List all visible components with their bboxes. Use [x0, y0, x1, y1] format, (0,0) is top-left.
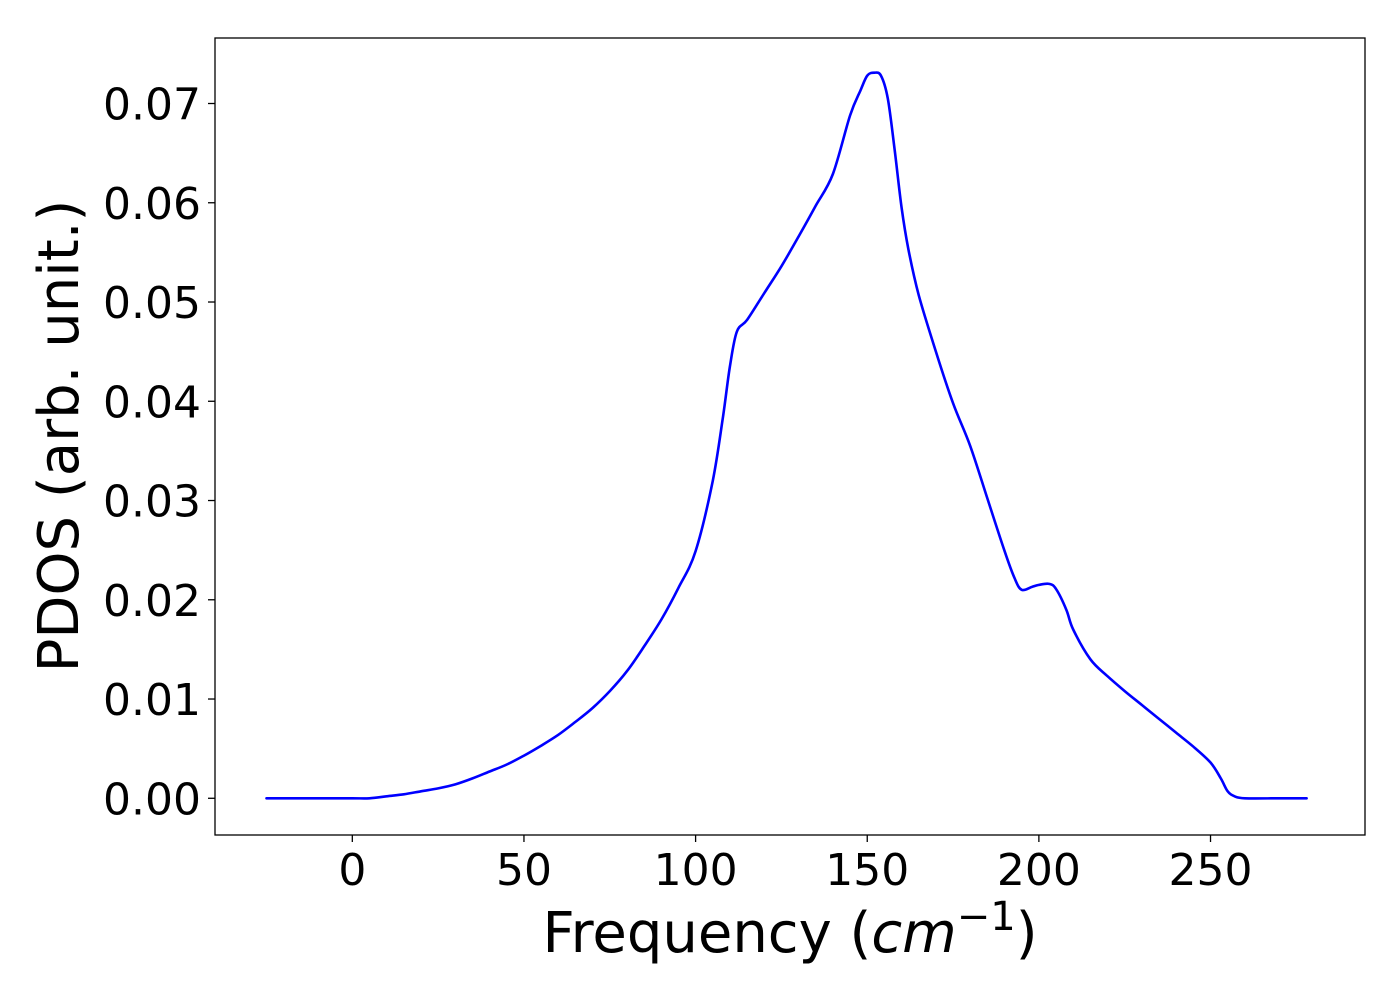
- y-tick-label: 0.06: [103, 179, 201, 230]
- x-tick-label: 0: [338, 845, 366, 896]
- x-axis-label: Frequency (cm−1): [542, 894, 1037, 966]
- x-axis-label-main: Frequency (: [542, 901, 871, 966]
- series-line: [265, 71, 1308, 800]
- y-tick-label: 0.07: [103, 80, 201, 131]
- y-tick-label: 0.01: [103, 675, 201, 726]
- y-tick-label: 0.00: [103, 774, 201, 825]
- y-axis-label: PDOS (arb. unit.): [27, 200, 92, 673]
- y-tick-label: 0.04: [103, 377, 201, 428]
- y-axis-ticks: 0.00 0.01 0.02 0.03 0.04 0.05 0.06 0.07: [103, 80, 215, 825]
- x-tick-label: 100: [654, 845, 738, 896]
- x-axis-label-unit: cm: [871, 901, 956, 966]
- x-axis-ticks: 0 50 100 150 200 250: [338, 835, 1253, 896]
- x-tick-label: 200: [997, 845, 1081, 896]
- x-tick-label: 250: [1169, 845, 1253, 896]
- plot-frame: [214, 37, 1366, 836]
- x-tick-label: 50: [496, 845, 552, 896]
- x-axis-label-close: ): [1016, 901, 1038, 966]
- y-tick-label: 0.03: [103, 477, 201, 528]
- x-tick-label: 150: [825, 845, 909, 896]
- x-axis-label-exponent: −1: [957, 894, 1016, 940]
- y-tick-label: 0.02: [103, 576, 201, 627]
- y-tick-label: 0.05: [103, 278, 201, 329]
